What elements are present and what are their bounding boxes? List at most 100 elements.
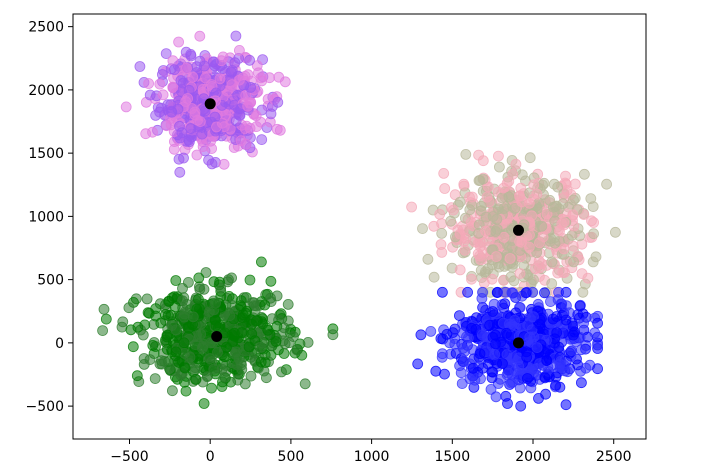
- scatter-point: [160, 309, 171, 320]
- scatter-point: [454, 264, 466, 276]
- scatter-point: [592, 317, 603, 329]
- scatter-point: [260, 372, 272, 384]
- scatter-point: [215, 282, 227, 294]
- scatter-point: [522, 373, 533, 384]
- scatter-point: [235, 300, 247, 312]
- scatter-point: [490, 391, 502, 403]
- scatter-point: [561, 300, 572, 312]
- scatter-point: [197, 340, 209, 352]
- scatter-point: [279, 76, 291, 88]
- centroid-marker: [204, 98, 216, 110]
- scatter-point: [490, 338, 501, 350]
- scatter-point: [179, 347, 191, 359]
- scatter-point: [170, 346, 182, 358]
- scatter-point: [560, 314, 572, 326]
- scatter-point: [514, 190, 525, 202]
- scatter-point: [244, 122, 256, 134]
- scatter-point: [180, 385, 192, 397]
- scatter-point: [276, 366, 287, 378]
- scatter-point: [531, 342, 543, 354]
- scatter-point: [504, 253, 516, 264]
- scatter-point: [425, 325, 437, 337]
- scatter-point: [177, 295, 189, 307]
- scatter-point: [533, 197, 545, 209]
- scatter-point: [514, 268, 526, 279]
- scatter-point: [530, 263, 541, 275]
- scatter-point: [100, 313, 112, 325]
- scatter-point: [189, 106, 201, 118]
- series-top-right: [406, 148, 621, 298]
- scatter-point: [497, 358, 508, 370]
- scatter-point: [501, 349, 513, 361]
- scatter-point: [492, 203, 504, 215]
- scatter-point: [255, 356, 267, 368]
- scatter-point: [539, 287, 550, 299]
- scatter-point: [243, 97, 255, 109]
- scatter-point: [536, 220, 548, 232]
- scatter-point: [208, 363, 220, 375]
- scatter-point: [480, 225, 492, 237]
- x-tick-label: 0: [206, 449, 215, 465]
- scatter-point: [491, 213, 503, 225]
- scatter-point: [473, 219, 485, 231]
- scatter-point: [474, 250, 486, 262]
- scatter-point: [515, 400, 527, 412]
- scatter-point: [167, 81, 179, 93]
- scatter-point: [167, 55, 179, 67]
- scatter-point: [422, 253, 434, 265]
- scatter-point: [166, 385, 178, 397]
- scatter-point: [226, 272, 238, 284]
- scatter-point: [173, 153, 185, 165]
- scatter-point: [485, 383, 497, 395]
- scatter-point: [162, 329, 174, 341]
- scatter-point: [274, 124, 286, 136]
- y-tick-label: 0: [55, 336, 64, 352]
- scatter-point: [196, 128, 208, 140]
- scatter-point: [244, 274, 256, 286]
- scatter-point: [232, 374, 244, 386]
- scatter-point: [173, 36, 185, 48]
- scatter-point: [458, 355, 470, 367]
- scatter-point: [568, 194, 579, 206]
- scatter-point: [187, 311, 199, 323]
- scatter-point: [170, 324, 182, 336]
- scatter-point: [154, 78, 166, 90]
- scatter-point: [123, 302, 135, 314]
- scatter-point: [498, 231, 510, 243]
- scatter-point: [610, 226, 621, 238]
- scatter-point: [160, 48, 172, 59]
- scatter-point: [173, 356, 185, 368]
- scatter-point: [163, 362, 175, 374]
- x-tick-label: 1000: [354, 449, 390, 465]
- scatter-point: [475, 200, 487, 212]
- scatter-point: [250, 110, 262, 122]
- scatter-point: [524, 152, 536, 164]
- scatter-point: [245, 370, 257, 382]
- scatter-point: [168, 64, 180, 76]
- series-top-left: [120, 30, 291, 178]
- scatter-point: [183, 136, 195, 148]
- scatter-point: [474, 348, 486, 360]
- points-layer: [97, 30, 621, 412]
- scatter-point: [204, 353, 216, 364]
- scatter-point: [157, 89, 169, 101]
- scatter-point: [170, 275, 182, 286]
- scatter-point: [480, 211, 492, 223]
- scatter-point: [189, 364, 201, 376]
- scatter-point: [541, 208, 553, 220]
- scatter-point: [528, 274, 539, 286]
- x-tick-label: 500: [278, 449, 305, 465]
- scatter-point: [174, 166, 186, 178]
- scatter-point: [558, 243, 570, 255]
- scatter-point: [490, 251, 502, 263]
- scatter-point: [467, 362, 479, 374]
- scatter-point: [177, 282, 188, 294]
- scatter-point: [265, 292, 276, 304]
- scatter-point: [567, 240, 579, 252]
- scatter-point: [262, 324, 274, 336]
- scatter-point: [245, 82, 257, 93]
- scatter-point: [272, 96, 284, 108]
- scatter-point: [572, 309, 584, 321]
- scatter-point: [214, 73, 226, 85]
- scatter-point: [482, 181, 494, 193]
